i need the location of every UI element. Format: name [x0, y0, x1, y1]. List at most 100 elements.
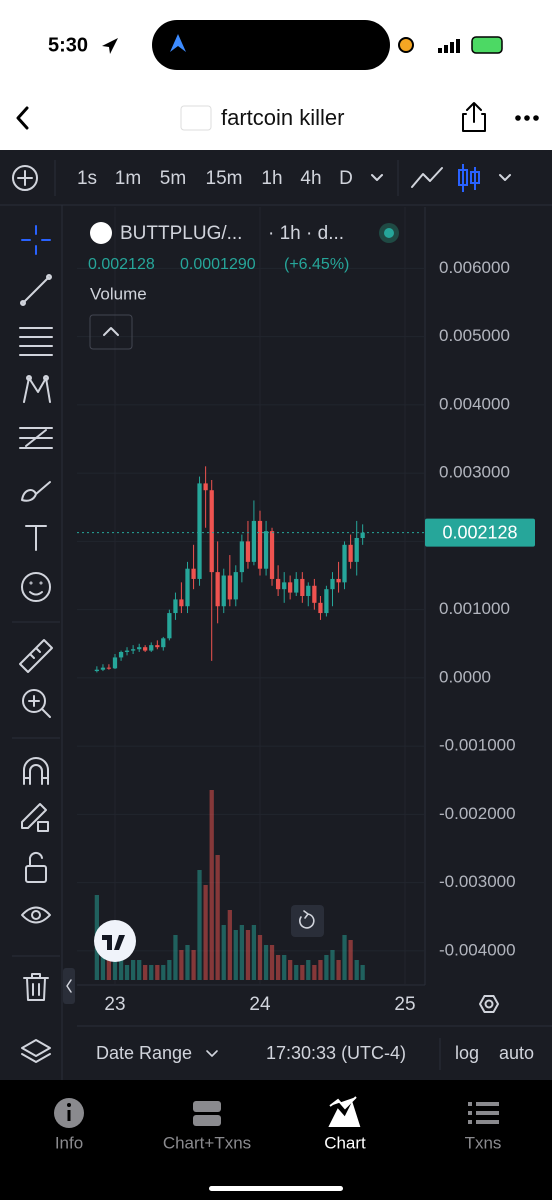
settings-button[interactable] [479, 995, 499, 1013]
tab-label[interactable]: Info [55, 1133, 83, 1152]
timeframe-button[interactable]: 15m [206, 168, 243, 189]
tool-text[interactable] [25, 525, 47, 551]
candle-body [233, 572, 238, 600]
tool-draw-lock[interactable] [21, 803, 49, 832]
candle-body [197, 483, 202, 579]
volume-bar [251, 925, 257, 980]
tool-fib[interactable] [19, 427, 53, 449]
x-tick-label: 23 [104, 994, 125, 1015]
status-time: 5:30 [48, 34, 88, 56]
candle-body [221, 575, 226, 607]
candle-body [173, 599, 178, 614]
home-indicator [209, 1186, 343, 1191]
timeframe-button[interactable]: 5m [160, 168, 186, 189]
more-button[interactable] [515, 115, 539, 121]
candle-body [282, 582, 287, 590]
volume-bar [143, 965, 148, 980]
clock: 17:30:33 (UTC-4) [266, 1043, 406, 1063]
tab-label[interactable]: Txns [465, 1133, 502, 1152]
plot-area [77, 207, 425, 985]
candle-body [112, 657, 118, 669]
status-dot [384, 228, 394, 238]
candle-body [124, 650, 130, 652]
volume-bar [257, 935, 263, 980]
volume-bar [306, 960, 311, 980]
tool-brush[interactable] [21, 481, 51, 502]
volume-bar [124, 965, 130, 980]
tab-labels: Info Chart+Txns Chart Txns [55, 1133, 502, 1152]
change-pct: (+6.45%) [284, 256, 349, 273]
add-indicator-button[interactable] [12, 165, 38, 191]
reset-button[interactable] [291, 905, 324, 937]
chart-type-more[interactable] [499, 174, 511, 181]
volume-bar [209, 790, 214, 980]
candle-body [330, 578, 335, 590]
sidebar-collapse[interactable] [63, 968, 75, 1004]
date-range-arrow [206, 1050, 218, 1057]
timeframe-button[interactable]: D [339, 168, 353, 189]
tool-emoji[interactable] [21, 572, 51, 602]
y-tick-label: -0.001000 [439, 736, 516, 755]
timeframe-button[interactable]: 1s [77, 168, 97, 189]
volume-bar [185, 945, 190, 980]
x-tick-label: 24 [249, 994, 271, 1015]
tab-label[interactable]: Chart+Txns [163, 1133, 251, 1152]
volume-bar [354, 960, 359, 980]
volume-bar [275, 955, 281, 980]
chart-txns-icon [193, 1101, 221, 1126]
volume-bar [330, 950, 335, 980]
volume-bar [179, 950, 184, 980]
timeframe-more[interactable] [371, 174, 383, 181]
date-range[interactable]: Date Range [96, 1043, 192, 1063]
candle-body [130, 649, 136, 651]
tool-trend-line[interactable] [20, 274, 52, 306]
tool-zoom[interactable] [22, 689, 51, 718]
battery-icon [471, 36, 503, 54]
legend-collapse[interactable] [89, 314, 133, 350]
line-style-button[interactable] [411, 167, 443, 188]
volume-bar [221, 925, 226, 980]
candle-body [149, 645, 154, 651]
y-tick-label: 0.001000 [439, 599, 510, 618]
tool-layers[interactable] [21, 1039, 51, 1063]
y-tick-label: 0.006000 [439, 258, 510, 277]
auto-toggle[interactable]: auto [499, 1043, 534, 1063]
tool-delete[interactable] [23, 973, 49, 1001]
volume-bar [245, 930, 251, 980]
volume-bar [137, 960, 142, 980]
candle-body [94, 669, 99, 672]
y-tick-label: -0.003000 [439, 872, 516, 891]
tool-visibility[interactable] [21, 906, 51, 924]
candle-body [269, 531, 275, 579]
candle-body [143, 647, 148, 651]
timeframe-button[interactable]: 1h [261, 168, 282, 189]
volume-bar [118, 960, 124, 980]
candle-body [215, 572, 220, 607]
volume-bar [227, 910, 232, 980]
tool-lock[interactable] [25, 851, 47, 883]
volume-bar [149, 965, 154, 980]
tv-logo[interactable] [94, 920, 136, 962]
share-button[interactable] [462, 102, 486, 132]
candle-body [312, 585, 317, 603]
tool-crosshair[interactable] [21, 225, 51, 255]
tool-pattern[interactable] [23, 375, 51, 403]
volume-bar [167, 960, 172, 980]
candle-style-button[interactable] [458, 164, 480, 192]
volume-bar [263, 945, 269, 980]
volume-bar [348, 940, 353, 980]
legend-collapse-arrow [103, 327, 119, 336]
timeframe-button[interactable]: 1m [115, 168, 141, 189]
timeframe-button[interactable]: 4h [300, 168, 321, 189]
candle-body [263, 531, 269, 569]
candle-body [300, 578, 305, 596]
tab-label[interactable]: Chart [324, 1133, 366, 1152]
back-button[interactable] [16, 106, 29, 130]
tool-ruler[interactable] [19, 639, 53, 673]
log-toggle[interactable]: log [455, 1043, 479, 1063]
volume-bar [288, 960, 293, 980]
tool-magnet[interactable] [23, 757, 49, 785]
candle-body [155, 645, 160, 648]
candle-body [161, 638, 166, 648]
tool-lines[interactable] [19, 327, 53, 356]
